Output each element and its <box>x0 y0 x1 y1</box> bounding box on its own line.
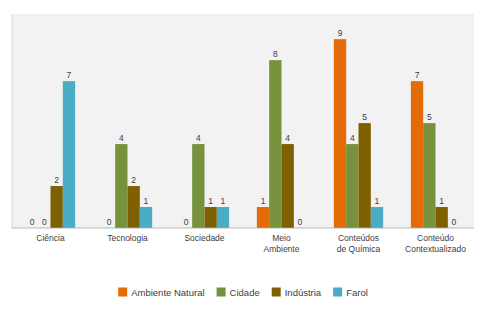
x-tick-label: ConteúdoContextualizado <box>405 233 466 254</box>
data-label: 2 <box>54 175 59 185</box>
x-tick-label-line: Conteúdos <box>338 233 379 243</box>
chart: 000197044845221451711010CiênciaTecnologi… <box>0 0 486 334</box>
bar <box>269 60 281 228</box>
bar <box>436 207 448 228</box>
bar <box>411 81 423 228</box>
plot-background <box>12 14 474 228</box>
x-tick-label: MeioAmbiente <box>264 233 300 254</box>
bar <box>217 207 229 228</box>
data-label: 5 <box>427 112 432 122</box>
data-label: 0 <box>452 217 457 227</box>
legend-label: Farol <box>346 287 368 298</box>
x-tick-label-line: Meio <box>272 233 291 243</box>
data-label: 1 <box>144 196 149 206</box>
data-label: 0 <box>298 217 303 227</box>
legend-label: Ambiente Natural <box>131 287 204 298</box>
x-tick-label-line: de Química <box>337 244 381 254</box>
y-axis-line <box>12 14 13 228</box>
bar <box>115 144 127 228</box>
bar <box>423 123 435 228</box>
bar <box>140 207 152 228</box>
data-label: 4 <box>119 133 124 143</box>
bar <box>334 39 346 228</box>
legend-swatch <box>272 288 281 297</box>
bar <box>359 123 371 228</box>
bars <box>51 39 448 228</box>
bar <box>346 144 358 228</box>
x-tick-label-line: Sociedade <box>184 233 224 243</box>
legend-item: Indústria <box>272 287 322 298</box>
legend-item: Cidade <box>217 287 260 298</box>
data-label: 1 <box>261 196 266 206</box>
x-tick-labels: Ciência Tecnologia Sociedade MeioAmbiente Co… <box>36 233 466 254</box>
x-axis-line <box>12 228 474 229</box>
data-label: 4 <box>285 133 290 143</box>
bar <box>371 207 383 228</box>
data-label: 0 <box>30 217 35 227</box>
x-tick-label-line: Tecnologia <box>107 233 148 243</box>
bar <box>192 144 204 228</box>
x-tick-label: Ciência <box>36 233 65 243</box>
data-labels: 000197044845221451711010 <box>30 28 457 227</box>
bar <box>257 207 269 228</box>
data-label: 1 <box>375 196 380 206</box>
data-label: 2 <box>131 175 136 185</box>
x-tick-label-line: Conteúdo <box>417 233 454 243</box>
bar <box>63 81 75 228</box>
legend-swatch <box>118 288 127 297</box>
data-label: 9 <box>338 28 343 38</box>
data-label: 1 <box>208 196 213 206</box>
bar <box>128 186 140 228</box>
x-tick-label: Sociedade <box>184 233 224 243</box>
legend-item: Ambiente Natural <box>118 287 204 298</box>
data-label: 1 <box>221 196 226 206</box>
data-label: 7 <box>67 70 72 80</box>
data-label: 0 <box>184 217 189 227</box>
data-label: 4 <box>350 133 355 143</box>
x-tick-label: Tecnologia <box>107 233 148 243</box>
data-label: 7 <box>415 70 420 80</box>
bar <box>51 186 63 228</box>
legend: Ambiente Natural Cidade Indústria Farol <box>118 287 368 298</box>
x-tick-label-line: Ciência <box>36 233 65 243</box>
legend-item: Farol <box>333 287 368 298</box>
legend-swatch <box>217 288 226 297</box>
x-tick-label-line: Contextualizado <box>405 244 466 254</box>
x-tick-label: Conteúdosde Química <box>337 233 381 254</box>
bar <box>205 207 217 228</box>
legend-swatch <box>333 288 342 297</box>
legend-label: Indústria <box>285 287 322 298</box>
data-label: 5 <box>362 112 367 122</box>
data-label: 8 <box>273 49 278 59</box>
data-label: 4 <box>196 133 201 143</box>
data-label: 0 <box>42 217 47 227</box>
legend-label: Cidade <box>230 287 260 298</box>
data-label: 0 <box>107 217 112 227</box>
data-label: 1 <box>439 196 444 206</box>
bar <box>282 144 294 228</box>
x-tick-label-line: Ambiente <box>264 244 300 254</box>
